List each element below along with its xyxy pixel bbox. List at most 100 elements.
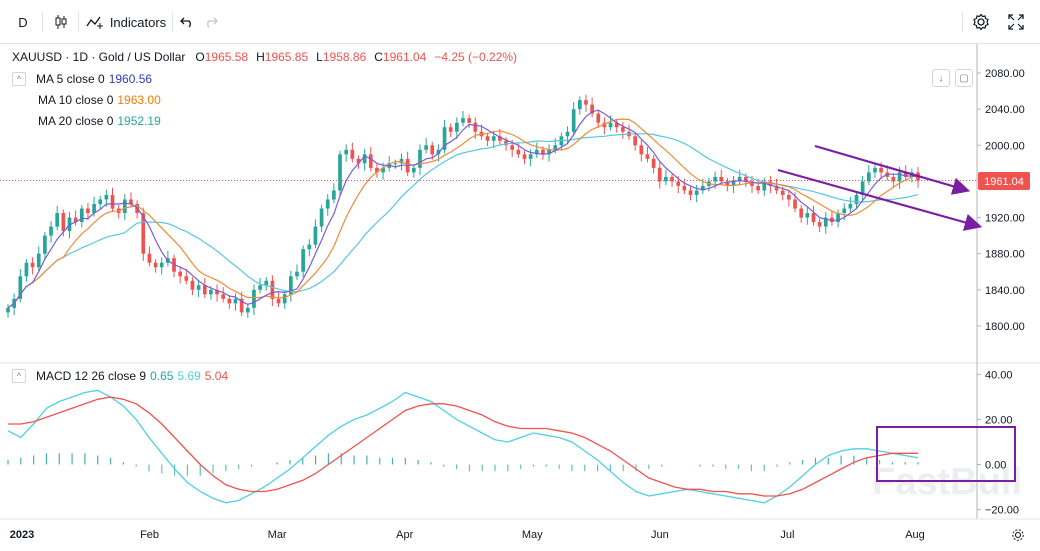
candle-body: [467, 118, 471, 123]
candle-body: [897, 172, 902, 182]
time-tick-label: Mar: [268, 529, 287, 541]
candle-body: [719, 176, 724, 182]
candle-body: [522, 154, 527, 159]
candle-body: [842, 208, 847, 214]
low-value: 1958.86: [322, 50, 367, 64]
collapse-icon[interactable]: ^: [12, 72, 26, 86]
fullscreen-button[interactable]: [1003, 9, 1029, 35]
undo-button[interactable]: [177, 9, 197, 35]
macd-pane: [7, 389, 919, 504]
candle-body: [541, 149, 545, 155]
candle-body: [762, 181, 767, 191]
candle-body: [873, 167, 877, 173]
ma5-legend[interactable]: ^ MA 5 close 0 1960.56: [12, 72, 152, 86]
time-axis: 2023 Feb Mar Apr May Jun Jul Aug: [10, 529, 925, 541]
ma10-line: [7, 118, 919, 309]
candlestick-icon: [55, 15, 67, 29]
candle-body: [787, 194, 791, 200]
macd-legend[interactable]: ^ MACD 12 26 close 9 0.65 5.69 5.04: [12, 369, 228, 383]
candle-body: [159, 262, 164, 268]
ma20-label: MA 20 close 0: [38, 114, 114, 128]
scroll-down-button[interactable]: ↓: [932, 69, 950, 87]
candle-body: [178, 271, 183, 277]
macd-line-value: 5.69: [177, 369, 201, 383]
candle-body: [202, 285, 207, 295]
time-tick-label: May: [522, 529, 543, 541]
candle-body: [73, 217, 78, 223]
interval-button[interactable]: D: [18, 14, 28, 30]
candle-body: [590, 104, 594, 114]
candle-body: [614, 122, 619, 128]
candle-body: [879, 167, 883, 173]
indicators-label: Indicators: [109, 14, 167, 30]
candle-body: [24, 262, 29, 277]
moving-average-lines: [7, 109, 919, 309]
candle-body: [184, 276, 189, 281]
candle-body: [362, 154, 367, 164]
candle-body: [332, 190, 336, 200]
high-label: H: [256, 50, 265, 64]
indicators-button[interactable]: Indicators: [84, 9, 168, 35]
candle-body: [368, 154, 373, 168]
time-tick-label: Jul: [780, 529, 794, 541]
candle-body: [725, 181, 730, 186]
candle-body: [682, 185, 687, 191]
candle-body: [700, 185, 705, 191]
collapse-icon[interactable]: ^: [12, 369, 26, 383]
chart-canvas[interactable]: FastBull 2080.002040.002000.001960.00192…: [0, 44, 1040, 551]
candle-body: [756, 185, 760, 191]
ma10-legend[interactable]: MA 10 close 0 1963.00: [38, 93, 161, 107]
candle-body: [657, 167, 662, 182]
price-tick-label: 1880.00: [985, 249, 1025, 261]
highlight-box: [876, 426, 1016, 482]
candle-body: [98, 199, 103, 204]
toolbar-divider: [962, 12, 963, 32]
candle-body: [350, 149, 355, 159]
candle-body: [190, 280, 195, 290]
candle-body: [670, 176, 674, 182]
macd-line: [7, 389, 919, 504]
macd-label: MACD 12 26 close 9: [36, 369, 147, 383]
candle-body: [891, 176, 896, 182]
price-tick-label: 2000.00: [985, 140, 1025, 152]
candle-body: [547, 149, 551, 155]
chart-type-button[interactable]: [48, 9, 74, 35]
candle-body: [664, 176, 668, 182]
settings-button[interactable]: [968, 9, 994, 35]
candle-body: [608, 122, 613, 128]
candle-body: [498, 136, 502, 141]
candle-body: [731, 181, 736, 186]
candle-body: [233, 298, 238, 304]
candle-body: [817, 222, 822, 227]
candle-body: [553, 145, 558, 150]
maximize-pane-button[interactable]: ▢: [955, 69, 973, 87]
macd-tick-label: −20.00: [985, 505, 1019, 517]
candle-body: [491, 136, 496, 141]
redo-button[interactable]: [201, 9, 221, 35]
candle-body: [129, 199, 133, 204]
candle-body: [436, 149, 441, 155]
candle-body: [153, 262, 158, 268]
open-value: 1965.58: [204, 50, 249, 64]
price-tick-label: 2080.00: [985, 68, 1025, 80]
candle-body: [571, 109, 576, 132]
candle-body: [227, 298, 232, 304]
ma5-line: [7, 109, 919, 309]
symbol-legend: XAUUSD · 1D · Gold / US Dollar O 1965.58 …: [12, 50, 517, 64]
candle-body: [516, 149, 521, 155]
price-tick-label: 1840.00: [985, 285, 1025, 297]
candle-body: [448, 127, 453, 132]
chart-area[interactable]: FastBull 2080.002040.002000.001960.00192…: [0, 44, 1040, 551]
macd-hist-value: 0.65: [150, 369, 174, 383]
time-tick-label: Feb: [140, 529, 159, 541]
axis-settings-icon[interactable]: [1012, 529, 1024, 541]
ma20-legend[interactable]: MA 20 close 0 1952.19: [38, 114, 161, 128]
candle-body: [473, 122, 478, 132]
candle-body: [811, 213, 816, 223]
candle-body: [215, 289, 219, 295]
candle-body: [239, 298, 244, 313]
top-toolbar: D Indicators: [0, 0, 1040, 44]
candle-body: [319, 208, 324, 227]
candle-body: [147, 253, 152, 263]
candle-body: [61, 213, 66, 232]
